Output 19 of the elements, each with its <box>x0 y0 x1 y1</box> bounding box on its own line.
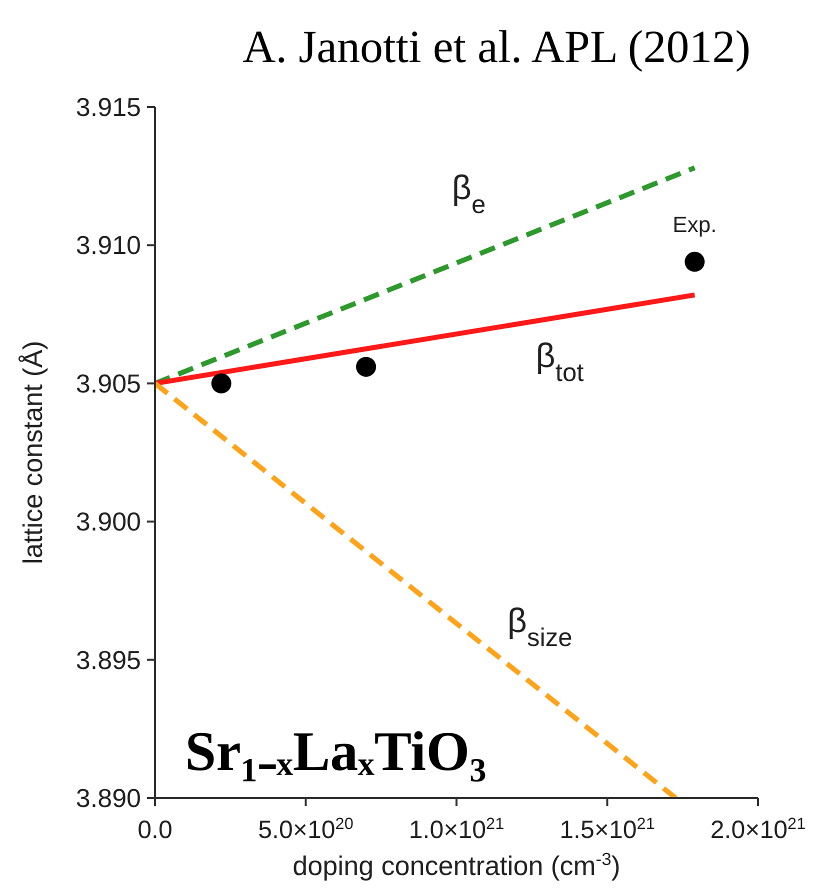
series-label: β$_{tot}$ <box>536 337 584 388</box>
x-tick-label: 5.0×10$^{20}$ <box>258 815 354 844</box>
x-tick-label: 2.0×10$^{21}$ <box>710 815 806 844</box>
x-axis-title: doping concentration (cm$^{-3}$) <box>292 849 620 881</box>
y-axis-title: lattice constant (Å) <box>18 340 48 564</box>
y-tick-label: 3.910 <box>76 230 141 260</box>
annotation: Sr₁₋ₓLaₓTiO₃ <box>185 721 486 783</box>
x-tick-label: 1.0×10$^{21}$ <box>408 815 504 844</box>
y-tick-label: 3.905 <box>76 368 141 398</box>
series-label: β$_{size}$ <box>507 602 572 652</box>
chart-title: A. Janotti et al. APL (2012) <box>242 21 751 72</box>
y-tick-label: 3.900 <box>76 506 141 537</box>
y-tick-label: 3.890 <box>76 783 141 813</box>
y-tick-label: 3.895 <box>76 644 141 675</box>
x-tick-label: 0.0 <box>138 816 172 844</box>
x-tick-label: 1.5×10$^{21}$ <box>560 815 655 844</box>
series-label: Exp. <box>672 212 717 237</box>
series-label: β$_{e}$ <box>452 169 486 220</box>
y-tick-label: 3.915 <box>76 92 141 122</box>
